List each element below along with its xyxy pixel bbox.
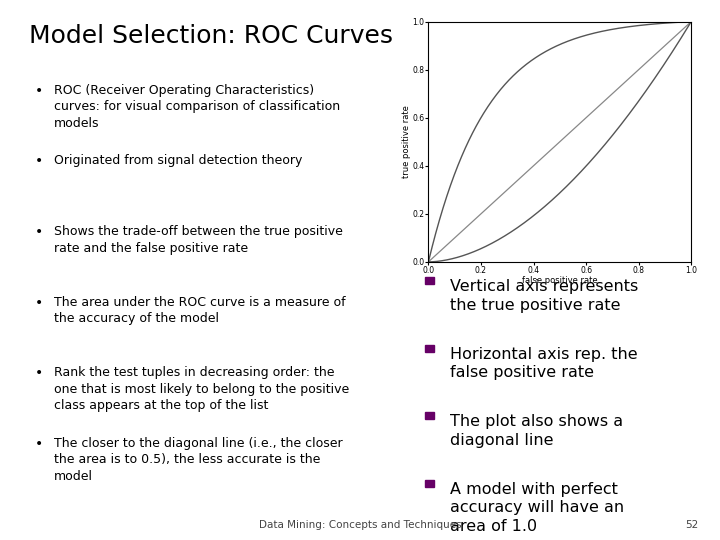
Text: •: •: [35, 225, 42, 239]
Y-axis label: true positive rate: true positive rate: [402, 105, 410, 178]
Text: Rank the test tuples in decreasing order: the
one that is most likely to belong : Rank the test tuples in decreasing order…: [54, 366, 349, 413]
Text: Shows the trade-off between the true positive
rate and the false positive rate: Shows the trade-off between the true pos…: [54, 225, 343, 254]
Text: A model with perfect
accuracy will have an
area of 1.0: A model with perfect accuracy will have …: [450, 482, 624, 534]
Text: The plot also shows a
diagonal line: The plot also shows a diagonal line: [450, 414, 623, 448]
Text: ROC (Receiver Operating Characteristics)
curves: for visual comparison of classi: ROC (Receiver Operating Characteristics)…: [54, 84, 340, 130]
Text: •: •: [35, 296, 42, 309]
Text: •: •: [35, 84, 42, 98]
Text: Data Mining: Concepts and Techniques: Data Mining: Concepts and Techniques: [258, 520, 462, 530]
Text: •: •: [35, 154, 42, 168]
Bar: [425, 345, 434, 352]
Text: •: •: [35, 437, 42, 451]
Bar: [425, 413, 434, 419]
Text: Horizontal axis rep. the
false positive rate: Horizontal axis rep. the false positive …: [450, 347, 638, 380]
Bar: [425, 278, 434, 284]
Text: •: •: [35, 366, 42, 380]
Bar: [425, 480, 434, 487]
Text: Vertical axis represents
the true positive rate: Vertical axis represents the true positi…: [450, 279, 638, 313]
Text: The closer to the diagonal line (i.e., the closer
the area is to 0.5), the less : The closer to the diagonal line (i.e., t…: [54, 437, 343, 483]
Text: Model Selection: ROC Curves: Model Selection: ROC Curves: [29, 24, 393, 48]
Text: 52: 52: [685, 520, 698, 530]
Text: The area under the ROC curve is a measure of
the accuracy of the model: The area under the ROC curve is a measur…: [54, 296, 346, 325]
Text: Originated from signal detection theory: Originated from signal detection theory: [54, 154, 302, 167]
X-axis label: false positive rate: false positive rate: [522, 276, 598, 286]
